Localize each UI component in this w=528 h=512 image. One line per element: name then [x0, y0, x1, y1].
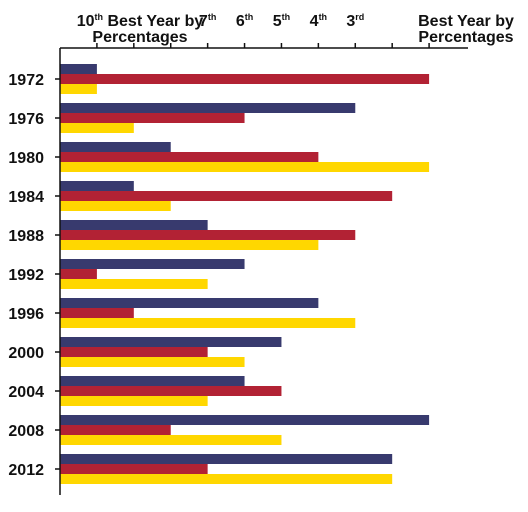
x-tick-label-3-sup: rd	[355, 12, 364, 22]
y-tick-label-2000: 2000	[8, 345, 44, 362]
bar-2012-s3	[60, 474, 393, 484]
y-tick-label-1988: 1988	[8, 228, 44, 245]
bar-1992-s2	[60, 269, 97, 279]
bar-1992-s3	[60, 279, 208, 289]
x-tick-label-5-sup: th	[282, 12, 291, 22]
bar-2000-s1	[60, 337, 282, 347]
x-tick-label-1: Best Year by	[418, 13, 514, 30]
y-tick-label-1972: 1972	[8, 72, 44, 89]
bar-1972-s3	[60, 84, 97, 94]
bar-1984-s2	[60, 191, 393, 201]
x-tick-label-6-main: 6	[236, 13, 245, 30]
y-tick-label-1976: 1976	[8, 111, 44, 128]
x-tick-label-4-sup: th	[319, 12, 328, 22]
x-tick-label-7: 7th	[199, 12, 216, 30]
x-tick-label-1-main: Best Year by	[418, 13, 514, 30]
axes-group	[55, 43, 468, 495]
x-tick-label-6-sup: th	[245, 12, 254, 22]
bar-1980-s1	[60, 142, 171, 152]
x-tick-label-10-line2: Percentages	[92, 29, 187, 46]
bar-2012-s2	[60, 464, 208, 474]
bar-1972-s1	[60, 64, 97, 74]
bar-2000-s2	[60, 347, 208, 357]
x-tick-label-7-sup: th	[208, 12, 217, 22]
bar-1984-s3	[60, 201, 171, 211]
x-tick-label-3-main: 3	[346, 13, 355, 30]
x-tick-label-4-main: 4	[310, 13, 319, 30]
y-tick-label-1980: 1980	[8, 150, 44, 167]
x-tick-label-4: 4th	[310, 12, 327, 30]
x-tick-label-10-sup: th	[95, 12, 104, 22]
x-tick-label-1-line2: Percentages	[418, 29, 513, 46]
bar-1976-s3	[60, 123, 134, 133]
bar-1992-s1	[60, 259, 245, 269]
bar-2008-s1	[60, 415, 430, 425]
bar-2004-s2	[60, 386, 282, 396]
x-tick-label-10-main: 10	[77, 13, 95, 30]
bar-2004-s1	[60, 376, 245, 386]
y-tick-label-1984: 1984	[8, 189, 44, 206]
bar-1988-s2	[60, 230, 356, 240]
x-tick-label-6: 6th	[236, 12, 253, 30]
bar-1988-s1	[60, 220, 208, 230]
y-tick-label-1992: 1992	[8, 267, 44, 284]
bar-1972-s2	[60, 74, 430, 84]
x-tick-label-5-main: 5	[273, 13, 282, 30]
labels-group: 1972 1976 1980 1984 1988 1992 1996 2000 2004 2008…	[8, 12, 514, 479]
bar-1980-s3	[60, 162, 430, 172]
y-tick-label-2004: 2004	[8, 384, 44, 401]
bar-1980-s2	[60, 152, 319, 162]
x-tick-label-7-main: 7	[199, 13, 208, 30]
bar-1976-s2	[60, 113, 245, 123]
bar-1996-s3	[60, 318, 356, 328]
bar-1988-s3	[60, 240, 319, 250]
bar-1976-s1	[60, 103, 356, 113]
bars-group	[60, 64, 430, 484]
bar-2004-s3	[60, 396, 208, 406]
y-tick-label-2012: 2012	[8, 462, 44, 479]
x-tick-label-5: 5th	[273, 12, 290, 30]
bar-2000-s3	[60, 357, 245, 367]
x-tick-label-3: 3rd	[346, 12, 364, 30]
y-tick-label-2008: 2008	[8, 423, 44, 440]
y-tick-label-1996: 1996	[8, 306, 44, 323]
bar-2008-s3	[60, 435, 282, 445]
bar-2008-s2	[60, 425, 171, 435]
bar-1984-s1	[60, 181, 134, 191]
x-tick-label-10-tail: Best Year by	[103, 13, 203, 30]
x-tick-label-10: 10th Best Year by	[77, 12, 204, 30]
bar-1996-s1	[60, 298, 319, 308]
bar-2012-s1	[60, 454, 393, 464]
bar-1996-s2	[60, 308, 134, 318]
